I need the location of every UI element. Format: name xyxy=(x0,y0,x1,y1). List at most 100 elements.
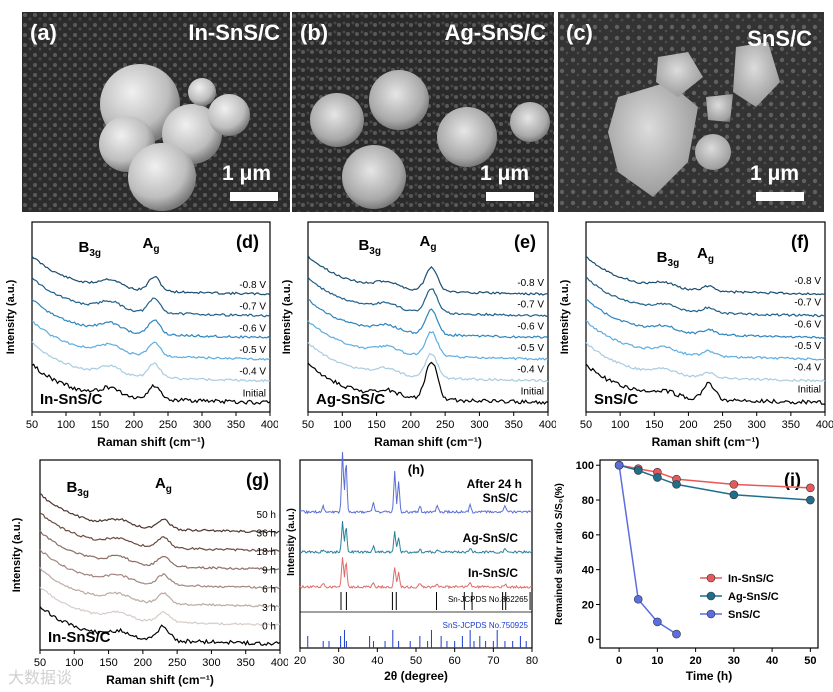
x-tick-label: 200 xyxy=(134,657,152,669)
y-tick-label: 20 xyxy=(582,599,594,611)
spectrum-curve xyxy=(39,530,281,571)
spectrum-curve xyxy=(585,320,826,361)
legend-label: In-SnS/C xyxy=(728,573,774,585)
raman-panel-g: 50 100 150 200 250 300 350 400 Raman shift (cm⁻¹… xyxy=(11,459,288,687)
scale-bar-a xyxy=(230,192,278,201)
sem-sample-name-b: Ag-SnS/C xyxy=(444,20,546,45)
y-tick-label: 60 xyxy=(582,530,594,542)
x-tick-label: 250 xyxy=(168,657,186,669)
curve-label: -0.4 V xyxy=(239,367,266,378)
panel-label: (h) xyxy=(408,462,425,477)
curve-label: Initial xyxy=(243,388,266,399)
y-axis-label: Intensity (a.u.) xyxy=(11,517,23,592)
x-tick-label: 30 xyxy=(333,655,345,667)
scale-bar-c xyxy=(756,192,804,201)
panel-label-b: (b) xyxy=(300,20,329,45)
sem-texture-c xyxy=(558,12,824,212)
xrd-curve-label: SnS/C xyxy=(483,491,519,505)
x-axis-label: 2θ (degree) xyxy=(384,669,448,683)
curve-label: 18 h xyxy=(257,547,276,558)
panel-label: (f) xyxy=(791,232,809,252)
panel-label: (i) xyxy=(784,470,801,490)
plot-frame xyxy=(31,221,271,413)
spectrum-curve xyxy=(585,363,826,405)
curve-label: Initial xyxy=(521,386,544,397)
peak-label-ag: Ag xyxy=(420,233,437,253)
scale-text-c: 1 μm xyxy=(750,162,800,185)
x-tick-label: 50 xyxy=(804,655,816,667)
spectrum-curve xyxy=(31,298,271,339)
spectrum-curve xyxy=(31,320,271,361)
x-axis-label: Time (h) xyxy=(686,669,732,683)
legend-label: SnS/C xyxy=(728,609,760,621)
y-axis-label: Intensity (a.u.) xyxy=(5,279,17,354)
x-tick-label: 40 xyxy=(766,655,778,667)
x-tick-label: 250 xyxy=(713,419,731,431)
curve-label: -0.4 V xyxy=(517,365,544,376)
peak-label-b3g: B3g xyxy=(657,249,680,269)
y-axis-label: Remained sulfur ratio S/S₀(%) xyxy=(554,483,565,625)
x-tick-label: 350 xyxy=(782,419,800,431)
spectrum-curve xyxy=(307,254,549,296)
x-tick-label: 150 xyxy=(645,419,663,431)
x-tick-label: 50 xyxy=(302,419,314,431)
raman-panel-f: 50 100 150 200 250 300 350 400 Raman shift (cm⁻¹… xyxy=(559,221,833,449)
x-tick-label: 350 xyxy=(505,419,523,431)
x-tick-label: 0 xyxy=(616,655,622,667)
x-tick-label: 400 xyxy=(816,419,833,431)
panel-label: (e) xyxy=(514,232,536,252)
spectrum-curve xyxy=(39,586,281,627)
x-axis-label: Raman shift (cm⁻¹) xyxy=(106,673,214,687)
x-tick-label: 50 xyxy=(580,419,592,431)
x-tick-label: 50 xyxy=(410,655,422,667)
y-axis-label: Intensity (a.u.) xyxy=(281,279,293,354)
curve-label: 0 h xyxy=(262,621,276,632)
legend-marker xyxy=(706,573,716,583)
x-tick-label: 30 xyxy=(728,655,740,667)
data-point xyxy=(653,617,662,627)
x-tick-label: 100 xyxy=(333,419,351,431)
curve-label: 50 h xyxy=(257,510,276,521)
data-point xyxy=(729,490,739,500)
legend-marker xyxy=(706,591,716,601)
x-tick-label: 150 xyxy=(99,657,117,669)
data-point xyxy=(653,473,662,482)
series-line xyxy=(618,465,677,635)
curve-label: -0.7 V xyxy=(517,300,544,311)
y-tick-label: 80 xyxy=(582,495,594,507)
spectrum-curve xyxy=(31,255,271,296)
peak-label-b3g: B3g xyxy=(358,237,381,257)
spectrum-curve xyxy=(39,512,281,553)
sample-label: Ag-SnS/C xyxy=(316,391,385,408)
sample-label: In-SnS/C xyxy=(48,629,111,646)
sulfur-ratio-chart: 0 10 20 30 40 50 0 20 40 60 80 100 Time (h) Remained … xyxy=(554,459,819,683)
sem-texture-a xyxy=(22,12,290,212)
plot-frame xyxy=(307,221,549,413)
x-tick-label: 40 xyxy=(371,655,383,667)
data-point xyxy=(672,629,681,639)
x-tick-label: 200 xyxy=(125,419,143,431)
x-axis-label: Raman shift (cm⁻¹) xyxy=(652,435,760,449)
curve-label: -0.8 V xyxy=(239,280,266,291)
peak-label-b3g: B3g xyxy=(79,239,102,259)
curve-label: 3 h xyxy=(262,603,276,614)
xrd-pattern xyxy=(300,452,533,515)
sem-image-b: (b) Ag-SnS/C 1 μm xyxy=(292,12,554,212)
data-point xyxy=(672,480,681,489)
spectrum-curve xyxy=(39,549,281,590)
sem-image-a: (a) In-SnS/C 1 μm xyxy=(22,12,290,212)
curve-label: 9 h xyxy=(262,566,276,577)
legend-marker xyxy=(706,609,716,619)
x-tick-label: 250 xyxy=(159,419,177,431)
spectrum-curve xyxy=(31,341,270,383)
y-tick-label: 100 xyxy=(576,460,594,472)
curve-label: -0.5 V xyxy=(517,343,544,354)
reference-label-sns: SnS-JCPDS No.750925 xyxy=(443,621,529,630)
x-tick-label: 20 xyxy=(689,655,701,667)
spectrum-curve xyxy=(307,298,549,339)
curve-label: -0.6 V xyxy=(794,319,821,330)
curve-label: -0.6 V xyxy=(239,323,266,334)
curve-label: Initial xyxy=(798,384,821,395)
raman-panel-d: 50 100 150 200 250 300 350 400 Raman shift (cm⁻¹… xyxy=(5,221,278,449)
panel-label: (d) xyxy=(236,232,259,252)
